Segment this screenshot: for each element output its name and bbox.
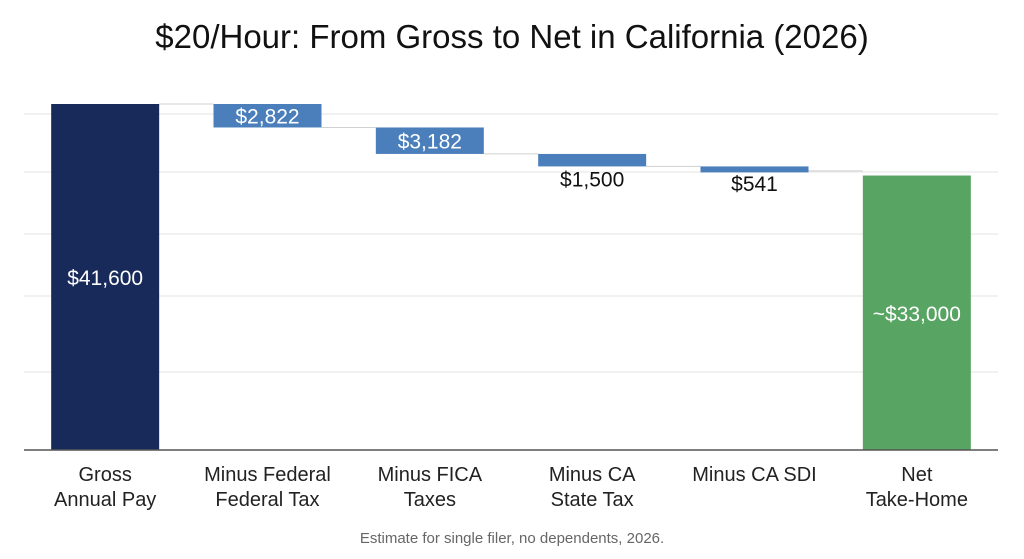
value-label: $541 [731,173,778,196]
bar-5 [862,175,971,450]
bar-1 [213,104,322,128]
category-label: Take-Home [866,489,968,511]
value-label: $2,822 [235,106,299,129]
category-label: Minus CA SDI [692,464,816,486]
category-label: Minus Federal [204,464,331,486]
bar-3 [538,153,647,167]
category-label: Gross [78,464,131,486]
chart-title: $20/Hour: From Gross to Net in Californi… [155,18,869,55]
category-label: Net [901,464,933,486]
waterfall-chart: $41,600 $2,822 $3,182 $1,500 $541 ~$33,000 Gr… [24,103,998,511]
bar-0 [51,104,160,450]
bar-2 [375,127,484,154]
value-label: ~$33,000 [873,303,961,326]
category-label: Minus FICA [378,464,483,486]
category-label: Federal Tax [215,489,319,511]
bar-4 [700,166,809,173]
bars [51,104,971,450]
value-labels: $41,600 $2,822 $3,182 $1,500 $541 ~$33,000 [67,106,961,326]
chart-footnote: Estimate for single filer, no dependents… [359,530,665,547]
category-label: Taxes [404,489,456,511]
category-labels: Gross Annual Pay Minus Federal Federal Tax M… [54,464,968,511]
category-label: State Tax [551,489,634,511]
category-label: Minus CA [549,464,636,486]
value-label: $1,500 [560,168,624,191]
category-label: Annual Pay [54,489,156,511]
gridlines [24,113,998,373]
connectors [159,103,863,172]
value-label: $41,600 [67,267,143,290]
value-label: $3,182 [398,131,462,154]
